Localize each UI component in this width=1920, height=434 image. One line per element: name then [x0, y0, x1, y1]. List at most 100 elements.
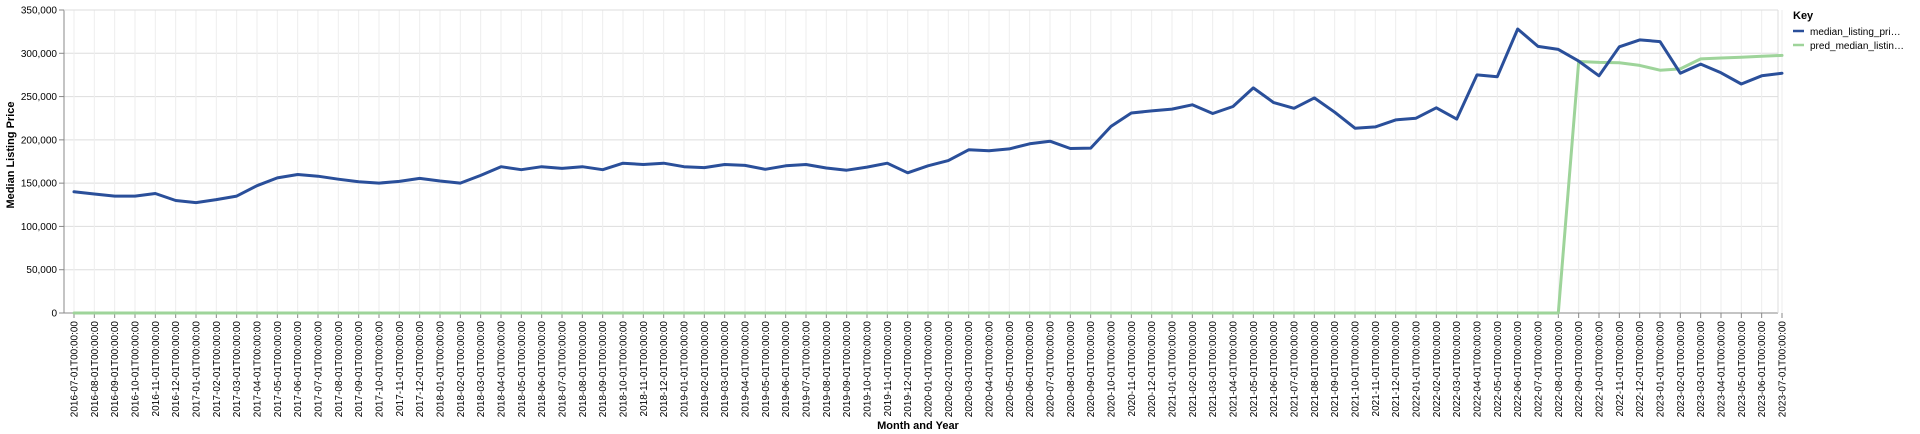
x-tick-label: 2022-07-01T00:00:00: [1534, 321, 1545, 418]
x-tick-label: 2020-11-01T00:00:00: [1127, 321, 1138, 417]
x-tick-label: 2017-07-01T00:00:00: [314, 321, 325, 418]
x-tick-label: 2019-05-01T00:00:00: [761, 321, 772, 418]
series-line-median-listing-price: [72, 27, 1784, 205]
x-tick-label: 2019-06-01T00:00:00: [781, 321, 792, 418]
y-tick-label: 50,000: [26, 265, 57, 276]
x-tick-label: 2017-12-01T00:00:00: [415, 321, 426, 418]
x-tick-label: 2019-02-01T00:00:00: [700, 321, 711, 418]
x-tick-label: 2019-12-01T00:00:00: [903, 321, 914, 418]
x-tick-label: 2022-08-01T00:00:00: [1554, 321, 1565, 418]
x-tick-label: 2020-07-01T00:00:00: [1046, 321, 1057, 418]
x-tick-label: 2021-06-01T00:00:00: [1269, 321, 1280, 418]
x-tick-label: 2021-08-01T00:00:00: [1310, 321, 1321, 418]
x-tick-label: 2021-03-01T00:00:00: [1208, 321, 1219, 418]
x-tick-label: 2022-09-01T00:00:00: [1574, 321, 1585, 418]
x-tick-label: 2017-08-01T00:00:00: [334, 321, 345, 418]
x-tick-label: 2020-05-01T00:00:00: [1005, 321, 1016, 418]
x-tick-label: 2023-05-01T00:00:00: [1737, 321, 1748, 418]
x-tick-label: 2017-10-01T00:00:00: [375, 321, 386, 418]
x-tick-label: 2022-05-01T00:00:00: [1493, 321, 1504, 418]
x-axis-ticks: 2016-07-01T00:00:00 2016-08-01T00:00:00 20…: [70, 313, 1789, 417]
legend-item-median-listing-price[interactable]: median_listing_pri…: [1793, 27, 1901, 38]
x-tick-label: 2021-11-01T00:00:00: [1371, 321, 1382, 417]
gridlines: [64, 9, 1783, 314]
x-tick-label: 2021-09-01T00:00:00: [1330, 321, 1341, 418]
x-tick-label: 2021-12-01T00:00:00: [1391, 321, 1402, 418]
x-tick-label: 2017-02-01T00:00:00: [212, 321, 223, 418]
x-tick-label: 2023-06-01T00:00:00: [1757, 321, 1768, 418]
x-tick-label: 2017-09-01T00:00:00: [354, 321, 365, 418]
x-tick-label: 2020-09-01T00:00:00: [1086, 321, 1097, 418]
x-tick-label: 2019-04-01T00:00:00: [741, 321, 752, 418]
x-tick-label: 2019-11-01T00:00:00: [883, 321, 894, 417]
x-tick-label: 2023-07-01T00:00:00: [1778, 321, 1789, 418]
x-tick-label: 2022-06-01T00:00:00: [1513, 321, 1524, 418]
x-tick-label: 2017-01-01T00:00:00: [192, 321, 203, 418]
legend-item-pred-median-listing-price[interactable]: pred_median_listin…: [1793, 41, 1904, 52]
x-tick-label: 2019-10-01T00:00:00: [863, 321, 874, 418]
x-tick-label: 2023-02-01T00:00:00: [1676, 321, 1687, 418]
x-tick-label: 2022-11-01T00:00:00: [1615, 321, 1626, 417]
y-tick-label: 250,000: [21, 92, 58, 103]
x-tick-label: 2018-10-01T00:00:00: [619, 321, 630, 418]
x-tick-label: 2021-04-01T00:00:00: [1229, 321, 1240, 418]
y-tick-label: 300,000: [21, 49, 58, 60]
x-tick-label: 2022-03-01T00:00:00: [1452, 321, 1463, 418]
legend[interactable]: Key median_listing_pri… pred_median_list…: [1793, 10, 1904, 52]
x-tick-label: 2020-02-01T00:00:00: [944, 321, 955, 418]
x-tick-label: 2018-08-01T00:00:00: [578, 321, 589, 418]
x-tick-label: 2016-10-01T00:00:00: [131, 321, 142, 418]
x-tick-label: 2019-03-01T00:00:00: [720, 321, 731, 418]
x-tick-label: 2020-06-01T00:00:00: [1025, 321, 1036, 418]
x-tick-label: 2018-09-01T00:00:00: [598, 321, 609, 418]
x-tick-label: 2023-03-01T00:00:00: [1696, 321, 1707, 418]
x-tick-label: 2022-10-01T00:00:00: [1595, 321, 1606, 418]
y-tick-label: 350,000: [21, 6, 58, 17]
y-axis-ticks: 0 50,000 100,000 150,000 200,000 250,000 300,0…: [21, 6, 64, 320]
x-tick-label: 2021-05-01T00:00:00: [1249, 321, 1260, 418]
x-tick-label: 2018-11-01T00:00:00: [639, 321, 650, 417]
x-tick-label: 2020-12-01T00:00:00: [1147, 321, 1158, 418]
x-tick-label: 2018-06-01T00:00:00: [537, 321, 548, 418]
y-tick-label: 150,000: [21, 179, 58, 190]
x-tick-label: 2018-05-01T00:00:00: [517, 321, 528, 418]
x-tick-label: 2016-08-01T00:00:00: [90, 321, 101, 418]
x-tick-label: 2016-12-01T00:00:00: [171, 321, 182, 418]
x-tick-label: 2020-03-01T00:00:00: [964, 321, 975, 418]
x-tick-label: 2022-01-01T00:00:00: [1412, 321, 1423, 418]
series-lines: [72, 27, 1784, 315]
x-tick-label: 2023-04-01T00:00:00: [1717, 321, 1728, 418]
x-tick-label: 2016-11-01T00:00:00: [151, 321, 162, 417]
x-tick-label: 2017-06-01T00:00:00: [293, 321, 304, 418]
series-line-pred-median-listing-price: [72, 53, 1784, 315]
y-tick-label: 200,000: [21, 135, 58, 146]
x-tick-label: 2017-05-01T00:00:00: [273, 321, 284, 418]
y-axis-title: Median Listing Price: [5, 102, 17, 209]
y-tick-label: 100,000: [21, 222, 58, 233]
x-tick-label: 2020-08-01T00:00:00: [1066, 321, 1077, 418]
x-tick-label: 2021-07-01T00:00:00: [1290, 321, 1301, 418]
x-tick-label: 2019-07-01T00:00:00: [802, 321, 813, 418]
legend-label-median-listing-price: median_listing_pri…: [1810, 27, 1901, 38]
x-axis-title: Month and Year: [877, 420, 959, 432]
x-tick-label: 2020-04-01T00:00:00: [985, 321, 996, 418]
legend-label-pred-median-listing-price: pred_median_listin…: [1810, 41, 1904, 52]
x-tick-label: 2018-02-01T00:00:00: [456, 321, 467, 418]
x-tick-label: 2022-12-01T00:00:00: [1635, 321, 1646, 418]
x-tick-label: 2023-01-01T00:00:00: [1656, 321, 1667, 418]
x-tick-label: 2022-04-01T00:00:00: [1473, 321, 1484, 418]
x-tick-label: 2016-09-01T00:00:00: [110, 321, 121, 418]
legend-title: Key: [1793, 10, 1814, 22]
x-tick-label: 2017-11-01T00:00:00: [395, 321, 406, 417]
x-tick-label: 2018-12-01T00:00:00: [659, 321, 670, 418]
x-tick-label: 2022-02-01T00:00:00: [1432, 321, 1443, 418]
x-tick-label: 2021-10-01T00:00:00: [1351, 321, 1362, 418]
x-tick-label: 2019-08-01T00:00:00: [822, 321, 833, 418]
x-tick-label: 2021-01-01T00:00:00: [1168, 321, 1179, 418]
x-tick-label: 2018-07-01T00:00:00: [558, 321, 569, 418]
axes: [63, 9, 1779, 314]
x-tick-label: 2017-03-01T00:00:00: [232, 321, 243, 418]
x-tick-label: 2020-01-01T00:00:00: [924, 321, 935, 418]
y-tick-label: 0: [51, 309, 57, 320]
